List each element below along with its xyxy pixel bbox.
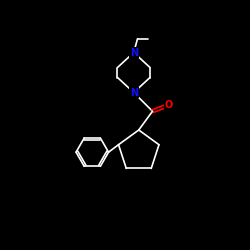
Text: N: N: [130, 88, 138, 98]
Text: O: O: [164, 100, 173, 110]
Text: N: N: [130, 48, 138, 58]
